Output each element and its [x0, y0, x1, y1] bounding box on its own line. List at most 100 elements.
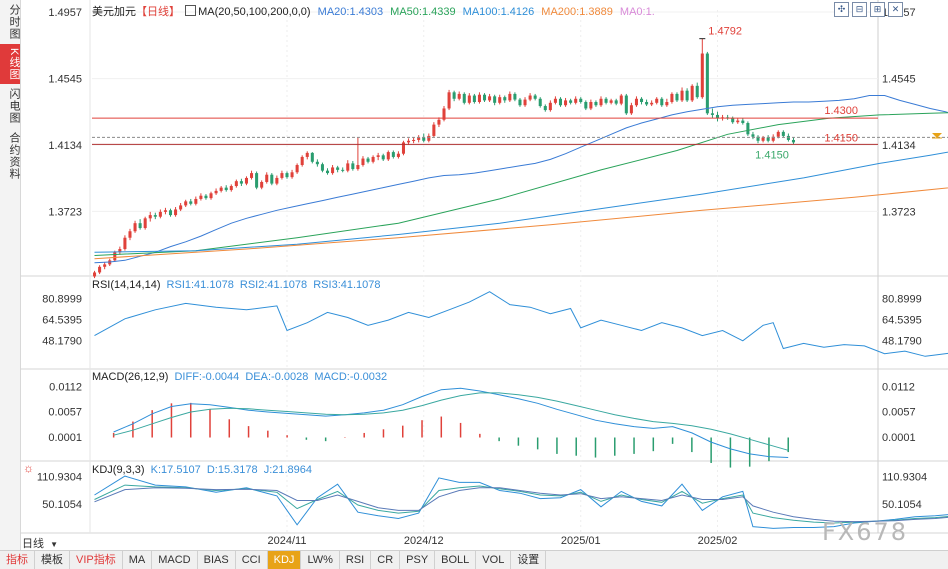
indicator-button-10[interactable]: CR [371, 551, 400, 569]
period-selector-label: 日线 [22, 538, 44, 550]
indicator-button-4[interactable]: MACD [152, 551, 197, 569]
zoom-out-icon[interactable]: ⊟ [852, 2, 867, 17]
kdj-j-line [95, 476, 948, 528]
rsi-tick-left-1: 64.5395 [42, 314, 82, 326]
zoom-in-icon[interactable]: ✣ [834, 2, 849, 17]
macd-panel [114, 388, 789, 467]
j-value: J:21.8964 [264, 464, 312, 476]
kdj-tick-right-1: 50.1054 [882, 499, 922, 511]
chevron-down-icon: ▼ [50, 540, 58, 549]
indicator-button-8[interactable]: LW% [301, 551, 339, 569]
tab-timeline[interactable]: 分时图 [0, 0, 20, 44]
candle-body-47 [331, 167, 334, 173]
indicator-button-14[interactable]: 设置 [511, 551, 546, 569]
candle-body-132 [762, 138, 765, 141]
y-tick-right-3: 1.3723 [882, 206, 916, 218]
rsi-tick-left-0: 80.8999 [42, 293, 82, 305]
crosshair-icon[interactable]: ☼ [23, 461, 34, 475]
candle-body-116 [681, 91, 684, 101]
candle-body-18 [184, 201, 187, 205]
candle-body-31 [250, 173, 253, 178]
indicator-button-7[interactable]: KDJ [268, 551, 302, 569]
candle-body-73 [463, 94, 466, 103]
kdj-legend: KDJ(9,3,3) K:17.5107 D:15.3178 J:21.8964 [92, 464, 312, 476]
candle-body-102 [610, 100, 613, 102]
x-tick-label-3: 2025/02 [698, 535, 738, 547]
tab-contract-info[interactable]: 合约资料 [0, 128, 20, 184]
indicator-button-3[interactable]: MA [123, 551, 153, 569]
macd-legend: MACD(26,12,9) DIFF:-0.0044 DEA:-0.0028 M… [92, 371, 387, 383]
kdj-panel [95, 476, 948, 528]
candle-body-7 [128, 231, 131, 237]
candle-body-76 [478, 95, 481, 102]
candle-body-88 [539, 99, 542, 106]
candle-body-98 [589, 102, 592, 108]
candle-body-121 [706, 54, 709, 114]
indicator-button-2[interactable]: VIP指标 [70, 551, 123, 569]
candle-body-77 [483, 95, 486, 101]
y-tick-right-1: 1.4545 [882, 74, 916, 86]
candle-body-112 [660, 99, 663, 105]
candle-body-55 [372, 157, 375, 162]
candle-body-103 [615, 100, 618, 103]
candle-body-130 [751, 134, 754, 136]
indicator-button-1[interactable]: 模板 [35, 551, 70, 569]
macd-tick-right-0: 0.0112 [882, 381, 915, 393]
tab-flash[interactable]: 闪电图 [0, 84, 20, 128]
macd-tick-left-2: 0.0001 [48, 432, 82, 444]
period-selector[interactable]: 日线 ▼ [22, 535, 82, 549]
rsi-line [95, 292, 948, 357]
candle-body-120 [701, 54, 704, 98]
candle-body-50 [346, 163, 349, 170]
macd-diff-line [114, 388, 789, 457]
close-icon[interactable]: ✕ [888, 2, 903, 17]
candle-body-44 [316, 162, 319, 164]
kdj-tick-right-0: 110.9304 [882, 472, 927, 484]
candle-body-54 [367, 159, 370, 162]
ma50-line [95, 112, 948, 256]
ma-settings-icon[interactable] [185, 5, 196, 16]
indicator-button-6[interactable]: CCI [236, 551, 268, 569]
candle-body-79 [493, 96, 496, 102]
ma100-value: MA100:1.4126 [463, 6, 535, 18]
indicator-button-9[interactable]: RSI [340, 551, 371, 569]
y-tick-left-2: 1.4134 [48, 140, 82, 152]
candle-body-43 [311, 153, 314, 162]
candle-body-101 [605, 99, 608, 103]
indicator-button-5[interactable]: BIAS [198, 551, 236, 569]
restore-icon[interactable]: ⊞ [870, 2, 885, 17]
candle-body-14 [164, 210, 167, 212]
indicator-button-0[interactable]: 指标 [0, 551, 35, 569]
candle-body-0 [93, 272, 96, 276]
candle-body-67 [432, 125, 435, 136]
tab-kline[interactable]: K线图 [0, 44, 20, 84]
period-label: 【日线】 [136, 6, 180, 18]
ma20-line [95, 96, 948, 263]
last-price-label: 1.4150 [824, 132, 858, 144]
candle-body-22 [204, 196, 207, 198]
ma200-value: MA200:1.3889 [541, 6, 613, 18]
candle-body-74 [468, 96, 471, 103]
y-tick-left-3: 1.3723 [48, 206, 82, 218]
indicator-button-12[interactable]: BOLL [435, 551, 476, 569]
candle-body-136 [782, 132, 785, 136]
candle-body-52 [356, 165, 359, 169]
candle-body-29 [240, 181, 243, 183]
candle-body-21 [199, 196, 202, 199]
candle-body-126 [731, 118, 734, 122]
y-tick-left-0: 1.4957 [48, 7, 82, 19]
indicator-button-11[interactable]: PSY [400, 551, 435, 569]
candle-body-80 [498, 97, 501, 103]
candle-body-94 [569, 100, 572, 102]
candle-body-19 [189, 201, 192, 203]
candle-body-51 [351, 163, 354, 169]
candle-body-12 [154, 215, 157, 217]
candle-body-133 [767, 138, 770, 141]
candle-body-119 [696, 86, 699, 97]
rsi-tick-left-2: 48.1790 [42, 336, 82, 348]
candle-body-113 [665, 102, 668, 105]
indicator-button-13[interactable]: VOL [476, 551, 511, 569]
candle-body-138 [792, 140, 795, 142]
d-value: D:15.3178 [207, 464, 258, 476]
candle-body-15 [169, 210, 172, 215]
